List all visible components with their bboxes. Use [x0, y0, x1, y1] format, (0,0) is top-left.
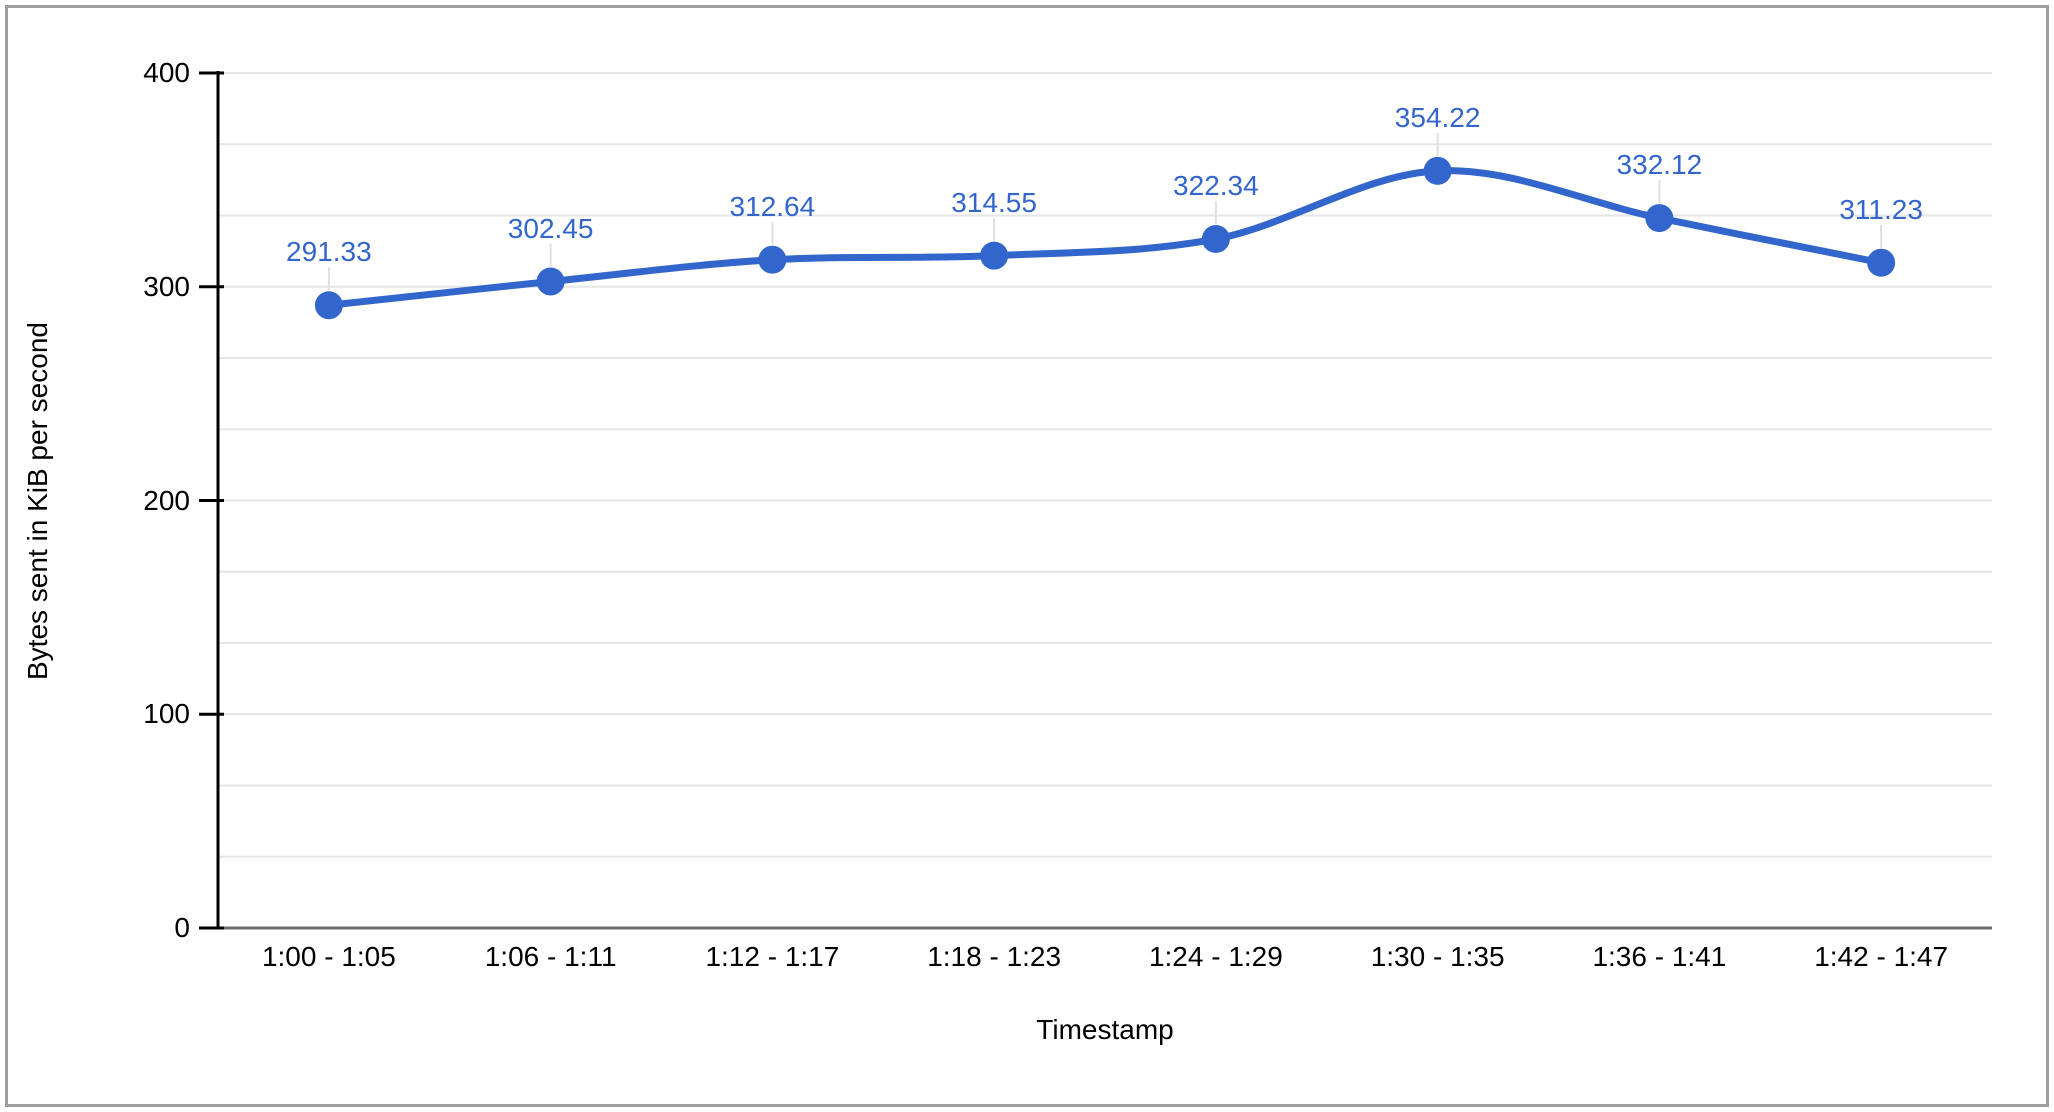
data-point-label: 314.55	[951, 186, 1037, 218]
x-tick-label: 1:06 - 1:11	[484, 941, 617, 972]
x-tick-label: 1:00 - 1:05	[261, 941, 396, 972]
y-tick-label: 0	[174, 912, 190, 943]
data-point-marker[interactable]	[536, 267, 565, 296]
series-line	[325, 167, 1885, 309]
data-point-marker[interactable]	[1867, 248, 1896, 277]
x-tick-label: 1:18 - 1:23	[927, 941, 1062, 972]
chart-border	[5, 5, 2049, 1107]
y-tick-label: 200	[143, 484, 190, 516]
y-axis-title: Bytes sent in KiB per second	[22, 322, 53, 680]
data-point-label: 354.22	[1394, 101, 1481, 133]
y-tick-label: 300	[143, 270, 190, 302]
data-point-label: 311.23	[1839, 193, 1923, 225]
x-tick-label: 1:30 - 1:35	[1370, 941, 1505, 972]
data-point-label: 291.33	[286, 236, 372, 268]
y-tick-label: 100	[143, 698, 190, 730]
data-point-label: 312.64	[729, 190, 816, 222]
data-point-marker[interactable]	[758, 245, 787, 274]
x-tick-label: 1:24 - 1:29	[1148, 941, 1283, 972]
data-point-label: 322.34	[1173, 169, 1259, 201]
x-tick-label: 1:12 - 1:17	[705, 941, 840, 972]
data-point-marker[interactable]	[1645, 204, 1674, 233]
data-point-label: 302.45	[507, 212, 594, 244]
data-point-marker[interactable]	[980, 241, 1009, 270]
x-axis-title: Timestamp	[1036, 1014, 1174, 1045]
y-tick-label: 400	[143, 57, 190, 88]
data-point-marker[interactable]	[1201, 224, 1230, 253]
x-tick-label: 1:42 - 1:47	[1814, 941, 1949, 972]
data-point-marker[interactable]	[1423, 156, 1452, 185]
data-point-label: 332.12	[1616, 149, 1703, 181]
x-tick-label: 1:36 - 1:41	[1592, 941, 1727, 972]
data-point-marker[interactable]	[314, 291, 343, 320]
